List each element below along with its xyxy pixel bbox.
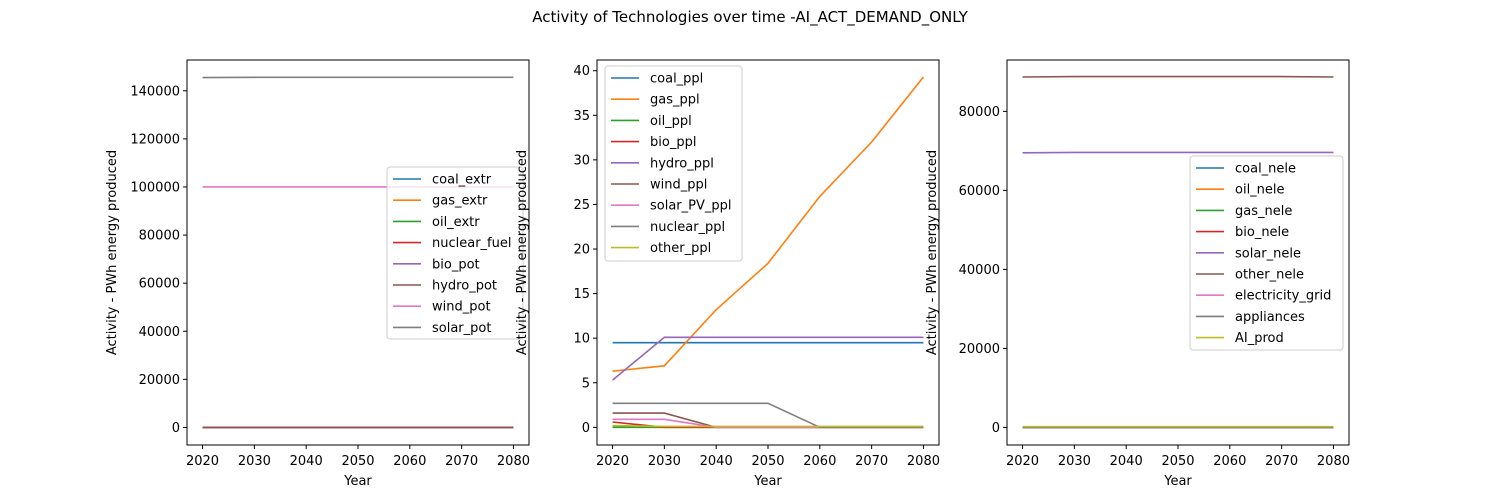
series-line-other_ppl [612, 424, 924, 428]
series-line-gas_ppl [612, 76, 925, 372]
y-tick-label: 20000 [959, 342, 1000, 357]
series-line-wind_ppl [612, 412, 924, 429]
legend-label: gas_extr [432, 194, 488, 209]
legend-label: gas_ppl [650, 93, 700, 108]
y-tick-label: 80000 [959, 105, 1000, 120]
y-tick-label: 10 [573, 332, 590, 347]
y-tick-label: 40 [573, 64, 590, 79]
x-tick-label: 2040 [290, 454, 323, 469]
legend-label: bio_ppl [650, 135, 696, 150]
legend-label: oil_nele [1235, 183, 1285, 198]
y-axis-label: Activity - PWh energy produced [925, 150, 940, 355]
x-tick-label: 2060 [1213, 454, 1246, 469]
y-tick-label: 20000 [139, 373, 180, 388]
y-tick-label: 140000 [130, 84, 180, 99]
legend-label: solar_pot [432, 321, 491, 336]
legend-label: solar_nele [1235, 246, 1301, 261]
x-tick-label: 2030 [648, 454, 681, 469]
legend-label: nuclear_ppl [650, 220, 725, 235]
legend-label: coal_extr [432, 173, 492, 188]
x-axis-label: Year [343, 474, 372, 489]
y-tick-label: 25 [573, 198, 590, 213]
series-line-nuclear_ppl [612, 402, 924, 429]
y-tick-label: 15 [573, 287, 590, 302]
legend: coal_ppl gas_ppl oil_ppl bio_ppl hydro_pplwi… [604, 65, 743, 262]
x-tick-label: 2030 [1058, 454, 1091, 469]
x-axis-label: Year [1163, 474, 1192, 489]
y-tick-label: 60000 [959, 184, 1000, 199]
y-tick-label: 0 [992, 421, 1000, 436]
x-tick-label: 2050 [1161, 454, 1194, 469]
legend-label: AI_prod [1235, 331, 1284, 346]
y-tick-label: 30 [573, 153, 590, 168]
x-axis-label: Year [753, 474, 782, 489]
legend-label: wind_pot [432, 300, 491, 315]
series-line-hydro_ppl [612, 336, 924, 381]
y-tick-label: 60000 [139, 277, 180, 292]
y-tick-label: 100000 [130, 180, 180, 195]
legend-label: appliances [1235, 310, 1305, 325]
legend-label: coal_nele [1235, 162, 1296, 177]
figure-title: Activity of Technologies over time -AI_A… [532, 8, 968, 27]
legend-label: wind_ppl [650, 178, 707, 193]
legend-label: oil_ppl [650, 114, 692, 129]
x-tick-label: 2070 [1265, 454, 1298, 469]
y-tick-label: 0 [172, 421, 180, 436]
x-tick-label: 2060 [393, 454, 426, 469]
y-tick-label: 40000 [959, 263, 1000, 278]
legend-label: bio_pot [432, 257, 480, 272]
legend-label: bio_nele [1235, 225, 1289, 240]
legend-label: other_ppl [650, 241, 711, 256]
x-tick-label: 2040 [1110, 454, 1143, 469]
subplot-1: 2020 2030 2040 2050 2060 2070 2080 0 20000 40000 6… [105, 59, 530, 489]
legend-label: gas_nele [1235, 204, 1292, 219]
legend: coal_nele oil_nele gas_nele bio_nele solar_n… [1189, 155, 1344, 351]
x-tick-label: 2020 [186, 454, 219, 469]
x-tick-label: 2050 [751, 454, 784, 469]
y-axis-label: Activity - PWh energy produced [515, 150, 530, 355]
subplot-3: 2020 2030 2040 2050 2060 2070 2080 0 20000 40000 6… [925, 59, 1350, 489]
legend: coal_extr gas_extr oil_extr nuclear_fuelbio… [386, 166, 524, 340]
legend-label: coal_ppl [650, 72, 703, 87]
y-tick-label: 20 [573, 243, 590, 258]
legend-box [1189, 155, 1344, 351]
legend-label: oil_extr [432, 215, 480, 230]
x-tick-label: 2080 [1317, 454, 1350, 469]
legend-label: other_nele [1235, 268, 1304, 283]
subplot-2: 2020 2030 2040 2050 2060 2070 2080 0 5 10 15 20 25 30… [515, 59, 940, 489]
legend-box [604, 65, 743, 262]
x-tick-label: 2020 [1006, 454, 1039, 469]
y-axis-label: Activity - PWh energy produced [105, 150, 120, 355]
x-tick-label: 2080 [497, 454, 530, 469]
x-tick-label: 2080 [907, 454, 940, 469]
y-tick-label: 80000 [139, 229, 180, 244]
legend-label: hydro_ppl [650, 156, 714, 171]
x-tick-label: 2070 [855, 454, 888, 469]
y-tick-label: 120000 [130, 132, 180, 147]
legend-label: electricity_grid [1235, 289, 1331, 304]
x-tick-label: 2030 [238, 454, 271, 469]
legend-label: nuclear_fuel [432, 236, 511, 251]
x-tick-label: 2070 [445, 454, 478, 469]
y-tick-label: 35 [573, 109, 590, 124]
legend-label: hydro_pot [432, 279, 497, 294]
x-tick-label: 2020 [596, 454, 629, 469]
x-tick-label: 2040 [700, 454, 733, 469]
subplots: 2020 2030 2040 2050 2060 2070 2080020000400006… [105, 59, 1350, 489]
legend-box [386, 166, 524, 340]
y-tick-label: 5 [582, 376, 590, 391]
y-tick-label: 0 [582, 421, 590, 436]
y-tick-label: 40000 [139, 325, 180, 340]
x-tick-label: 2060 [803, 454, 836, 469]
legend-label: solar_PV_ppl [650, 199, 732, 214]
x-tick-label: 2050 [341, 454, 374, 469]
